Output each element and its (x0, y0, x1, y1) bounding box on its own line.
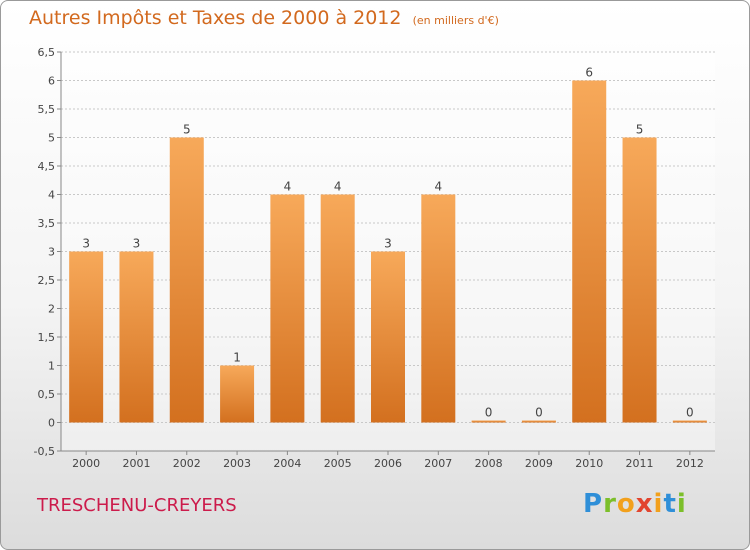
logo-letter: r (603, 489, 617, 519)
bar (320, 194, 355, 423)
chart-title: Autres Impôts et Taxes de 2000 à 2012 (e… (29, 7, 499, 29)
data-label: 4 (434, 180, 442, 194)
data-label: 0 (535, 406, 543, 420)
y-tick-label: 3,5 (38, 217, 56, 230)
data-label: 6 (585, 66, 593, 80)
x-tick-label: 2005 (324, 457, 352, 470)
x-tick-label: 2002 (173, 457, 201, 470)
x-tick-label: 2007 (424, 457, 452, 470)
x-tick-label: 2009 (525, 457, 553, 470)
data-label: 0 (686, 406, 694, 420)
y-tick-label: 1,5 (38, 331, 56, 344)
bar (572, 80, 607, 423)
chart-title-unit: (en milliers d'€) (412, 14, 499, 27)
data-label: 3 (133, 237, 141, 251)
y-tick-label: 0 (48, 417, 55, 430)
commune-name: TRESCHENU-CREYERS (37, 495, 237, 516)
x-tick-label: 2011 (626, 457, 654, 470)
x-tick-label: 2010 (575, 457, 603, 470)
y-tick-label: 4,5 (38, 160, 56, 173)
y-tick-label: 6 (48, 75, 55, 88)
y-tick-label: -0,5 (34, 445, 55, 458)
chart-title-main: Autres Impôts et Taxes de 2000 à 2012 (29, 7, 402, 29)
y-tick-label: 2 (48, 303, 55, 316)
data-label: 3 (82, 237, 90, 251)
bar (270, 194, 305, 423)
bar (471, 420, 506, 423)
data-label: 5 (636, 123, 644, 137)
bar (421, 194, 456, 423)
x-tick-label: 2001 (122, 457, 150, 470)
data-label: 3 (384, 237, 392, 251)
data-label: 5 (183, 123, 191, 137)
bar (169, 137, 204, 423)
logo-letter: o (616, 489, 636, 519)
logo-letter: P (583, 489, 604, 519)
y-tick-label: 4 (48, 189, 55, 202)
y-tick-label: 3 (48, 246, 55, 259)
x-tick-label: 2000 (72, 457, 100, 470)
x-tick-label: 2003 (223, 457, 251, 470)
y-tick-label: 2,5 (38, 274, 56, 287)
x-tick-label: 2012 (676, 457, 704, 470)
bar (622, 137, 657, 423)
bar (371, 251, 405, 423)
y-tick-label: 1 (48, 360, 55, 373)
bar (69, 251, 104, 423)
y-tick-label: 6,5 (38, 46, 56, 59)
proxiti-logo: Proxiti (583, 489, 687, 519)
x-tick-label: 2008 (475, 457, 503, 470)
bar (521, 420, 556, 423)
logo-letter: i (676, 489, 687, 519)
y-tick-label: 5 (48, 132, 55, 145)
data-label: 4 (284, 180, 292, 194)
x-tick-label: 2006 (374, 457, 402, 470)
y-tick-label: 5,5 (38, 103, 56, 116)
bar (672, 420, 707, 423)
bar (220, 365, 255, 423)
bar (119, 251, 154, 423)
data-label: 1 (233, 351, 241, 365)
x-tick-label: 2004 (273, 457, 301, 470)
logo-letter: i (653, 489, 664, 519)
y-tick-label: 0,5 (38, 388, 56, 401)
data-label: 4 (334, 180, 342, 194)
data-label: 0 (485, 406, 493, 420)
logo-letter: t (663, 489, 677, 519)
logo-letter: x (635, 489, 654, 519)
